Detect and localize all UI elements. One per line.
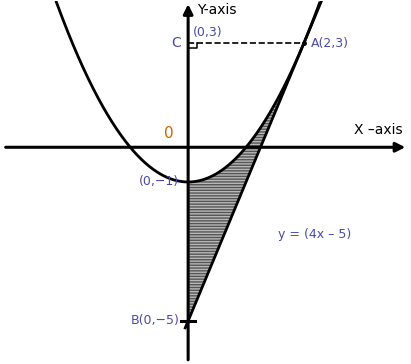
Text: A(2,3): A(2,3) <box>311 36 349 50</box>
Text: X –axis: X –axis <box>354 123 402 137</box>
Text: Y-axis: Y-axis <box>197 3 236 17</box>
Text: (0,3): (0,3) <box>193 26 222 39</box>
Text: y = (4x – 5): y = (4x – 5) <box>278 228 351 241</box>
Text: (0,−1): (0,−1) <box>139 175 180 189</box>
Text: B(0,−5): B(0,−5) <box>131 314 180 328</box>
Text: 0: 0 <box>164 126 174 141</box>
Text: C: C <box>171 36 181 50</box>
